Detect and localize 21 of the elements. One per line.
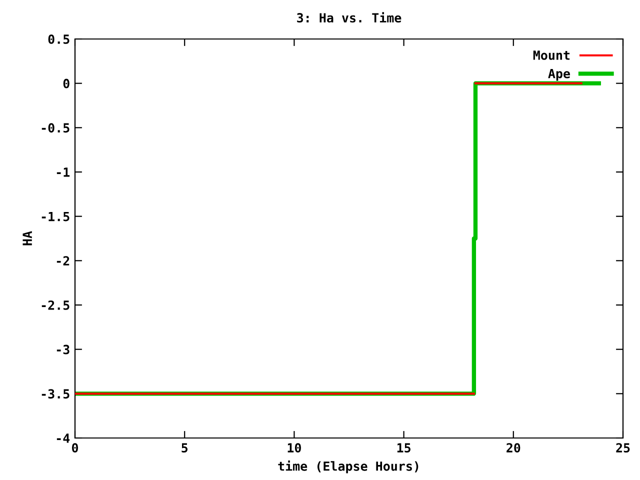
legend-label: Ape [548,68,570,81]
chart-title: 3: Ha vs. Time [297,12,402,23]
y-tick-label: -3.5 [42,389,70,399]
y-tick-label: -1.5 [42,212,70,222]
y-tick-label: 0 [63,78,70,88]
legend-label: Mount [533,50,570,60]
x-tick-label: 15 [397,443,410,453]
x-tick-label: 25 [616,443,630,453]
y-tick-label: -4 [56,434,70,443]
y-axis-title: HA [22,231,32,246]
y-tick-label: -0.5 [42,123,70,133]
y-tick-label: -3 [56,344,70,354]
y-tick-label: 0.5 [48,34,70,44]
x-tick-label: 10 [288,443,301,453]
y-tick-label: -1 [56,168,70,177]
x-tick-label: 5 [182,443,188,453]
x-axis-title: time (Elapse Hours) [278,460,418,474]
x-tick-label: 20 [506,443,520,453]
y-tick-label: -2.5 [42,300,70,310]
y-tick-label: -2 [56,256,70,266]
x-tick-label: 0 [72,443,78,453]
